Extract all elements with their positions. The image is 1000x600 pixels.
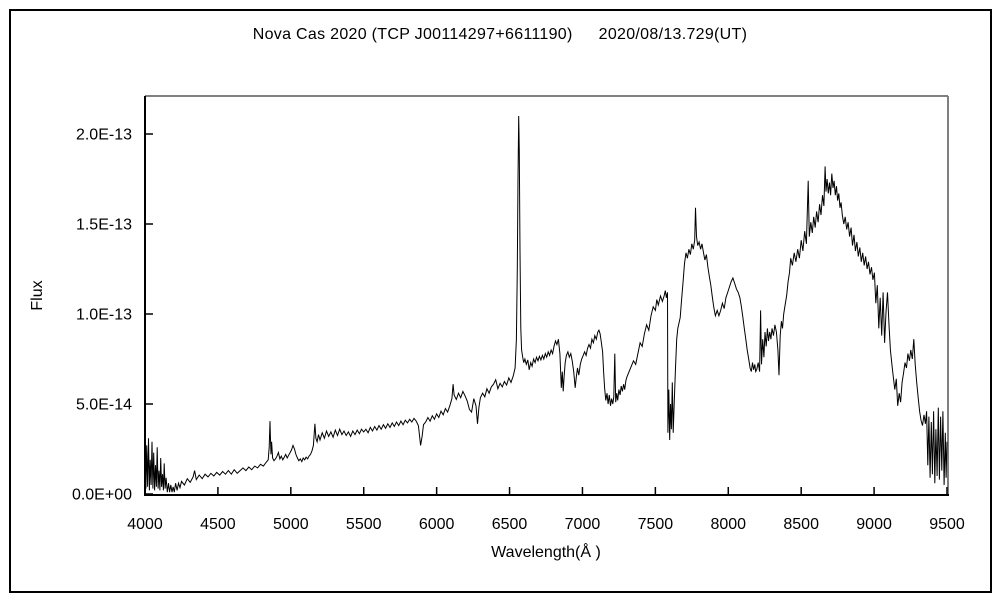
spectrum-line [144, 115, 948, 493]
x-tick-label: 4000 [127, 516, 163, 533]
chart-title-date: 2020/08/13.729(UT) [598, 26, 748, 43]
x-tick-label: 8500 [783, 516, 819, 533]
x-tick-label: 4500 [200, 516, 236, 533]
x-tick-label: 9000 [856, 516, 892, 533]
x-tick-label: 7500 [638, 516, 674, 533]
chart-title-main: Nova Cas 2020 (TCP J00114297+6611190) [252, 26, 573, 43]
y-tick-label: 1.5E-13 [76, 217, 132, 234]
x-tick-label: 5000 [273, 516, 309, 533]
x-tick-label: 8000 [710, 516, 746, 533]
chart-title: Nova Cas 2020 (TCP J00114297+6611190) 202… [0, 26, 1000, 44]
y-tick-label: 2.0E-13 [76, 127, 132, 144]
y-tick-label: 1.0E-13 [76, 307, 132, 324]
x-tick-label: 7000 [565, 516, 601, 533]
x-tick-label: 6000 [419, 516, 455, 533]
x-tick-label: 9500 [929, 516, 965, 533]
x-axis-title: Wavelength(Å ) [491, 542, 601, 561]
x-tick-label: 6500 [492, 516, 528, 533]
y-tick-label: 0.0E+00 [72, 487, 132, 504]
y-tick-label: 5.0E-14 [76, 397, 132, 414]
y-axis-title: Flux [29, 280, 46, 310]
outer-frame [9, 9, 992, 593]
x-tick-label: 5500 [346, 516, 382, 533]
